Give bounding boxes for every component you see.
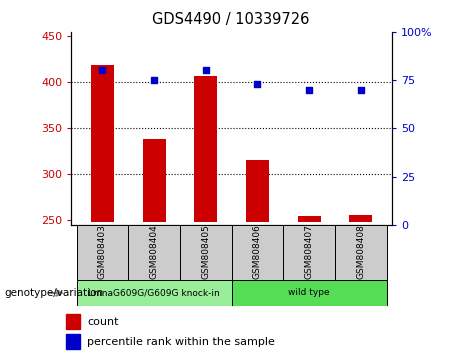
Text: wild type: wild type [288,289,330,297]
Bar [231,280,387,306]
Bar [335,225,387,280]
Text: GSM808408: GSM808408 [356,224,366,279]
Text: GSM808407: GSM808407 [305,224,313,279]
Point [202,68,209,73]
Text: count: count [87,316,118,327]
Bar [297,216,321,222]
Bar [77,280,231,306]
Text: GSM808404: GSM808404 [150,224,159,279]
Bar [231,225,284,280]
Bar [65,314,80,329]
Bar [65,334,80,349]
Bar [349,215,372,222]
Text: percentile rank within the sample: percentile rank within the sample [87,337,275,347]
Text: GDS4490 / 10339726: GDS4490 / 10339726 [152,12,309,27]
Bar [180,225,231,280]
Point [150,77,158,83]
Text: genotype/variation: genotype/variation [5,288,104,298]
Point [99,68,106,73]
Text: GSM808403: GSM808403 [98,224,107,279]
Text: GSM808406: GSM808406 [253,224,262,279]
Bar [284,225,335,280]
Bar [91,65,114,222]
Bar [246,160,269,222]
Bar [194,76,218,222]
Text: GSM808405: GSM808405 [201,224,210,279]
Point [306,87,313,93]
Point [357,87,365,93]
Point [254,81,261,87]
Bar [142,139,166,222]
Bar [128,225,180,280]
Text: LmnaG609G/G609G knock-in: LmnaG609G/G609G knock-in [88,289,220,297]
Bar [77,225,128,280]
